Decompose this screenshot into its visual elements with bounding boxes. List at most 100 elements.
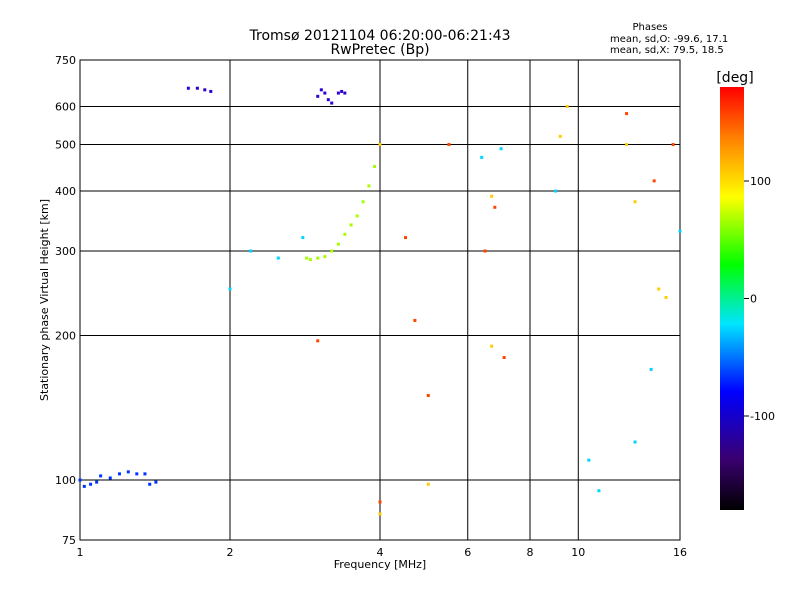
data-point: [99, 474, 103, 478]
data-point: [633, 440, 637, 444]
data-point: [373, 164, 377, 168]
data-point: [625, 112, 629, 116]
data-point: [483, 249, 487, 253]
colorbar-tick-label: 0: [750, 293, 757, 306]
data-point: [361, 200, 365, 204]
data-point: [308, 258, 312, 262]
data-point: [186, 86, 190, 90]
x-tick-label: 2: [227, 546, 234, 559]
data-point: [597, 489, 601, 493]
grid-lines: [80, 60, 680, 540]
data-point: [323, 91, 327, 95]
data-point: [649, 367, 653, 371]
colorbar-label: [deg]: [716, 70, 753, 86]
y-tick-label: 200: [55, 330, 76, 343]
plot-area: 1 2 4 6 8 10 16 75 100 200 300 400 500 600 750: [55, 54, 687, 559]
data-point: [228, 287, 232, 291]
x-axis-ticks: 1 2 4 6 8 10 16: [77, 546, 688, 559]
data-point: [480, 155, 484, 159]
data-point: [209, 89, 213, 93]
data-point: [108, 476, 112, 480]
data-point: [502, 355, 506, 359]
data-point: [330, 249, 334, 253]
data-point: [316, 256, 320, 260]
data-point: [203, 88, 207, 92]
y-axis-label: Stationary phase Virtual Height [km]: [38, 199, 51, 401]
data-point: [135, 472, 139, 476]
data-point: [82, 484, 86, 488]
y-tick-label: 500: [55, 139, 76, 152]
data-point: [378, 512, 382, 516]
data-point: [664, 296, 668, 300]
data-point: [195, 86, 199, 90]
y-tick-label: 750: [55, 54, 76, 67]
data-point: [678, 229, 682, 233]
data-point: [143, 472, 147, 476]
colorbar-tick-label: -100: [750, 410, 775, 423]
y-tick-label: 100: [55, 474, 76, 487]
y-axis-ticks: 75 100 200 300 400 500 600 750: [55, 54, 76, 547]
y-tick-label: 600: [55, 101, 76, 114]
x-tick-label: 10: [571, 546, 585, 559]
data-point: [403, 236, 407, 240]
data-point: [126, 470, 130, 474]
data-point: [499, 147, 503, 151]
data-point: [493, 205, 497, 209]
colorbar-ticks: 100 0 -100: [744, 175, 775, 423]
colorbar-tick-label: 100: [750, 175, 771, 188]
data-point: [413, 318, 417, 322]
y-tick-label: 300: [55, 245, 76, 258]
data-point: [587, 458, 591, 462]
data-point: [89, 482, 93, 486]
data-point: [671, 143, 675, 147]
colorbar: [720, 87, 744, 510]
data-point: [558, 134, 562, 138]
data-point: [319, 88, 323, 92]
x-tick-label: 1: [77, 546, 84, 559]
data-point: [447, 143, 451, 147]
x-tick-label: 8: [527, 546, 534, 559]
data-point: [276, 256, 280, 260]
data-point: [336, 242, 340, 246]
data-point: [330, 101, 334, 105]
data-point: [652, 179, 656, 183]
chart-title: Tromsø 20121104 06:20:00-06:21:43: [249, 28, 511, 44]
y-tick-label: 75: [62, 534, 76, 547]
x-tick-label: 6: [464, 546, 471, 559]
data-point: [426, 482, 430, 486]
info-x-stats: mean, sd,X: 79.5, 18.5: [610, 45, 724, 56]
data-points: [78, 86, 682, 516]
data-point: [148, 482, 152, 486]
data-point: [340, 89, 344, 93]
data-point: [349, 223, 353, 227]
data-point: [490, 344, 494, 348]
data-point: [657, 287, 661, 291]
data-point: [565, 105, 569, 109]
data-point: [336, 91, 340, 95]
info-heading: Phases: [632, 22, 667, 33]
chart-subtitle: RwPretec (Bp): [330, 42, 429, 58]
x-tick-label: 4: [377, 546, 384, 559]
data-point: [343, 91, 347, 95]
data-point: [326, 98, 330, 102]
x-axis-label: Frequency [MHz]: [334, 558, 426, 571]
data-point: [378, 143, 382, 147]
info-o-stats: mean, sd,O: -99.6, 17.1: [610, 34, 728, 45]
data-point: [249, 249, 253, 253]
data-point: [633, 200, 637, 204]
y-tick-label: 400: [55, 185, 76, 198]
data-point: [343, 232, 347, 236]
data-point: [316, 339, 320, 343]
data-point: [117, 472, 121, 476]
x-tick-label: 16: [673, 546, 687, 559]
data-point: [553, 189, 557, 193]
data-point: [316, 94, 320, 98]
data-point: [378, 500, 382, 504]
data-point: [323, 255, 327, 259]
data-point: [367, 184, 371, 188]
data-point: [154, 480, 158, 484]
data-point: [490, 194, 494, 198]
data-point: [95, 480, 99, 484]
data-point: [305, 256, 309, 260]
